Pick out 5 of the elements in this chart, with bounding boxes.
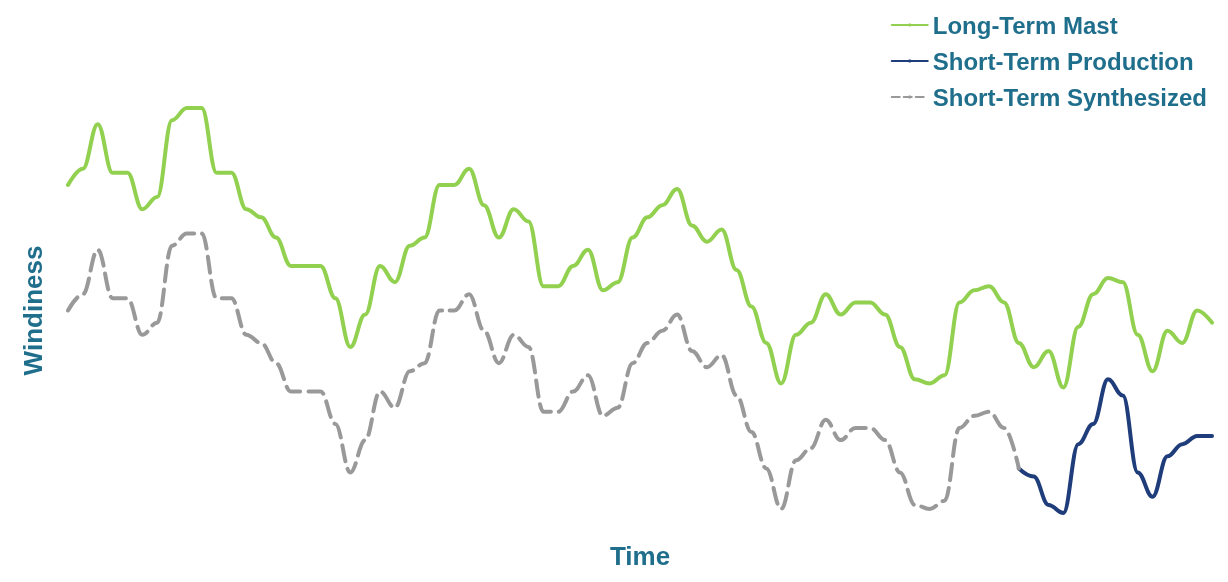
legend-label: Short-Term Synthesized bbox=[932, 83, 1207, 111]
legend-label: Short-Term Production bbox=[932, 47, 1194, 75]
x-axis-title: Time bbox=[609, 541, 671, 571]
y-axis-title: Windiness bbox=[18, 245, 48, 376]
legend-label: Long-Term Mast bbox=[932, 11, 1118, 39]
